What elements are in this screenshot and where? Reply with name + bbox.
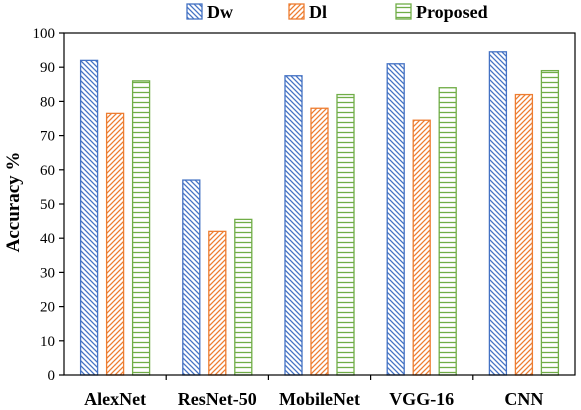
x-tick-label-cnn: CNN — [504, 389, 543, 409]
y-tick-label: 10 — [40, 334, 55, 350]
legend-swatch-dw — [186, 3, 203, 20]
x-tick-label-mobilenet: MobileNet — [279, 389, 360, 409]
y-tick-label: 50 — [40, 197, 55, 213]
bars — [79, 51, 560, 376]
bar-proposed-alexnet — [131, 80, 151, 376]
bar-dl-resnet-50 — [208, 230, 227, 376]
bar-dw-vgg-16 — [386, 63, 405, 376]
bar-proposed-cnn — [540, 69, 560, 376]
y-tick-label: 80 — [40, 94, 55, 110]
y-tick-label: 90 — [40, 60, 55, 76]
x-tick-label-vgg-16: VGG-16 — [389, 389, 454, 409]
bar-dl-cnn — [514, 93, 534, 376]
bar-proposed-mobilenet — [336, 93, 355, 376]
y-tick-label: 0 — [48, 368, 56, 384]
bar-dl-alexnet — [105, 112, 125, 376]
y-axis-title: Accuracy % — [3, 152, 24, 253]
bar-dw-mobilenet — [284, 75, 303, 376]
legend-label-dl: Dl — [309, 2, 327, 22]
bar-dl-mobilenet — [310, 107, 329, 376]
legend-swatch-proposed — [395, 3, 412, 20]
legend-label-proposed: Proposed — [416, 2, 488, 22]
bar-proposed-vgg-16 — [438, 87, 457, 376]
bar-proposed-resnet-50 — [234, 218, 253, 376]
y-tick-label: 40 — [40, 231, 55, 247]
bar-dw-alexnet — [79, 59, 99, 376]
y-tick-label: 60 — [40, 163, 55, 179]
x-tick-label-resnet-50: ResNet-50 — [178, 389, 257, 409]
bar-dw-resnet-50 — [182, 179, 201, 376]
y-tick-label: 100 — [33, 26, 56, 42]
y-tick-label: 70 — [40, 129, 55, 145]
bar-dw-cnn — [488, 51, 508, 376]
legend-label-dw: Dw — [207, 2, 233, 22]
axes: 0 10 20 30 40 50 60 70 80 90 100 AlexNet ResNet-50 Mo… — [33, 26, 576, 409]
x-tick-label-alexnet: AlexNet — [84, 389, 146, 409]
legend-swatch-dl — [288, 3, 305, 20]
y-tick-label: 30 — [40, 265, 55, 281]
legend: Dw Dl Proposed — [186, 2, 488, 22]
y-tick-label: 20 — [40, 300, 55, 316]
bar-dl-vgg-16 — [412, 119, 431, 376]
